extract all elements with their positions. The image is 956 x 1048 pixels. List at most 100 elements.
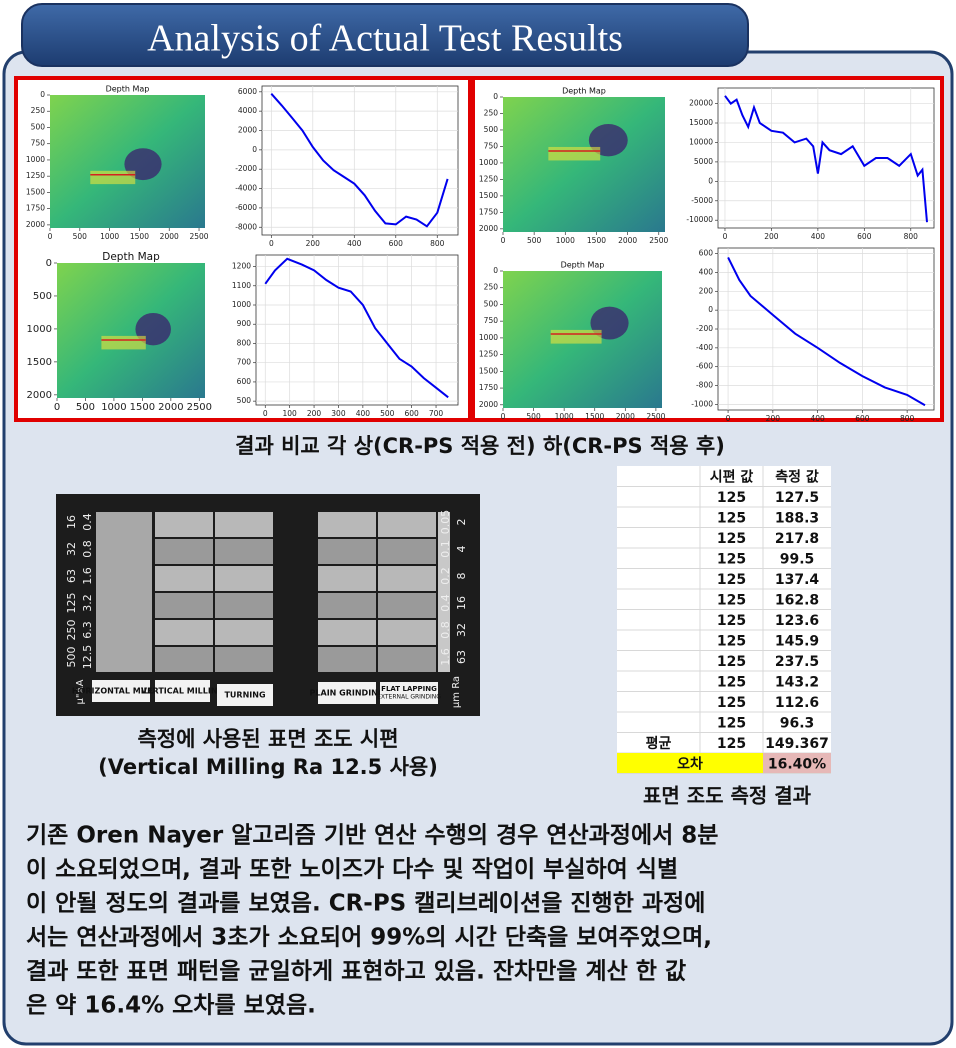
y-tick-label: 250 <box>484 108 499 117</box>
x-tick-label: 1500 <box>585 412 604 421</box>
y-tick-label: 1500 <box>26 187 45 196</box>
cell-text: 125 <box>717 510 746 526</box>
cell-text: 125 <box>717 674 746 690</box>
cell-text: 측정 값 <box>775 468 819 485</box>
x-tick-label: 1000 <box>556 236 575 245</box>
x-tick-label: 800 <box>904 232 919 241</box>
cell-text: 162.8 <box>775 592 819 608</box>
y-tick-label: 1000 <box>479 333 498 342</box>
x-tick-label: 200 <box>307 409 322 418</box>
depth-image <box>57 263 205 398</box>
specimen-block <box>378 593 436 618</box>
x-tick-label: 400 <box>347 239 362 248</box>
scale-label: 6.3 <box>81 621 94 639</box>
y-tick-label: 6000 <box>238 87 257 96</box>
method-tag <box>318 682 376 704</box>
y-tick-label: 1000 <box>232 300 251 309</box>
y-tick-label: 250 <box>31 106 46 115</box>
y-tick-label: 4000 <box>238 106 257 115</box>
plot-area <box>717 87 935 229</box>
photo-caption: (Vertical Milling Ra 12.5 사용) <box>98 755 438 779</box>
profile-curve <box>724 95 928 223</box>
specimen-block <box>215 539 273 564</box>
table-cell <box>763 753 831 774</box>
unit-label: μ"AA <box>75 679 86 704</box>
y-tick-label: 500 <box>31 122 46 131</box>
y-tick-label: 750 <box>484 316 499 325</box>
specimen-block <box>215 566 273 591</box>
cell-text: 96.3 <box>780 715 815 731</box>
scale-label: 32 <box>65 542 78 556</box>
method-tag <box>217 684 273 706</box>
scale-label: 500 <box>65 647 78 668</box>
scale-label: 0.4 <box>439 594 452 612</box>
x-tick-label: 500 <box>526 412 541 421</box>
x-tick-label: 2000 <box>158 402 183 413</box>
y-tick-label: 2000 <box>27 390 52 401</box>
title-tab <box>21 3 749 67</box>
scale-label: 2 <box>455 519 468 526</box>
x-tick-label: 800 <box>900 414 915 423</box>
specimen-block <box>215 512 273 537</box>
y-tick-label: 1250 <box>479 350 498 359</box>
cell-text: 112.6 <box>775 695 819 711</box>
body-text: 기존 Oren Nayer 알고리즘 기반 연산 수행의 경우 연산과정에서 8… <box>26 823 718 849</box>
method-label: EXTERNAL GRINDING <box>377 694 441 701</box>
y-tick-label: -5000 <box>691 196 713 205</box>
y-tick-label: 2000 <box>26 220 45 229</box>
specimen-photo: 16 32 63 125 250 500 0.4 0.8 1.6 3.2 6.3 12.5 0.05 0.… <box>56 494 480 716</box>
specimen-block <box>318 512 376 537</box>
cell-text: 125 <box>717 592 746 608</box>
specimen-block <box>318 647 376 672</box>
cell-text: 125 <box>717 654 746 670</box>
y-tick-label: -200 <box>696 324 713 333</box>
specimen-block <box>155 539 213 564</box>
x-tick-label: 2500 <box>189 232 208 241</box>
x-tick-label: 2500 <box>646 412 665 421</box>
y-tick-label: 1000 <box>479 158 498 167</box>
x-tick-label: 200 <box>766 414 781 423</box>
specimen-block <box>378 566 436 591</box>
y-tick-label: 1500 <box>479 191 498 200</box>
y-tick-label: 20000 <box>689 99 713 108</box>
photo-caption: 측정에 사용된 표면 조도 시편 <box>137 727 398 751</box>
cell-text: 125 <box>717 613 746 629</box>
y-tick-label: -800 <box>696 381 713 390</box>
scale-label: 0.4 <box>81 513 94 531</box>
cell-text: 137.4 <box>775 572 820 588</box>
panel-title: Depth Map <box>102 251 160 263</box>
x-tick-label: 500 <box>380 409 395 418</box>
y-tick-label: 5000 <box>694 157 713 166</box>
y-tick-label: 1500 <box>27 357 52 368</box>
method-label: FLAT LAPPING <box>381 685 437 693</box>
x-tick-label: 800 <box>430 239 445 248</box>
y-tick-label: 250 <box>484 283 499 292</box>
y-tick-label: 15000 <box>689 118 713 127</box>
y-tick-label: 900 <box>237 319 252 328</box>
body-text: 서는 연산과정에서 3초가 소요되어 99%의 시간 단축을 보여주었으며, <box>26 925 712 951</box>
y-tick-label: 1500 <box>479 366 498 375</box>
x-tick-label: 100 <box>283 409 298 418</box>
specimen-block <box>155 647 213 672</box>
method-tag <box>92 680 150 702</box>
x-tick-label: 0 <box>726 414 731 423</box>
method-label: PLAIN GRINDING <box>310 689 385 698</box>
x-tick-label: 2000 <box>616 412 635 421</box>
cell-text: 125 <box>717 736 746 752</box>
cell-text: 123.6 <box>775 613 819 629</box>
x-tick-label: 0 <box>501 236 506 245</box>
x-tick-label: 500 <box>73 232 88 241</box>
x-tick-label: 200 <box>764 232 779 241</box>
y-tick-label: 600 <box>237 377 252 386</box>
x-tick-label: 1500 <box>130 402 155 413</box>
scale-label: 0.8 <box>81 540 94 558</box>
x-tick-label: 200 <box>306 239 321 248</box>
comparison-caption: 결과 비교 각 상(CR-PS 적용 전) 하(CR-PS 적용 후) <box>235 434 725 458</box>
x-tick-label: 0 <box>501 412 506 421</box>
body-text: 이 소요되었으며, 결과 또한 노이즈가 다수 및 작업이 부실하여 식별 <box>26 857 678 883</box>
cell-text: 217.8 <box>775 531 819 547</box>
scale-label: 8 <box>455 573 468 580</box>
result-table: 시편 값 측정 값 125 127.5 125 188.3 125 217.8 125 99.5 1… <box>617 466 831 774</box>
cell-text: 125 <box>717 695 746 711</box>
x-tick-label: 2500 <box>187 402 212 413</box>
